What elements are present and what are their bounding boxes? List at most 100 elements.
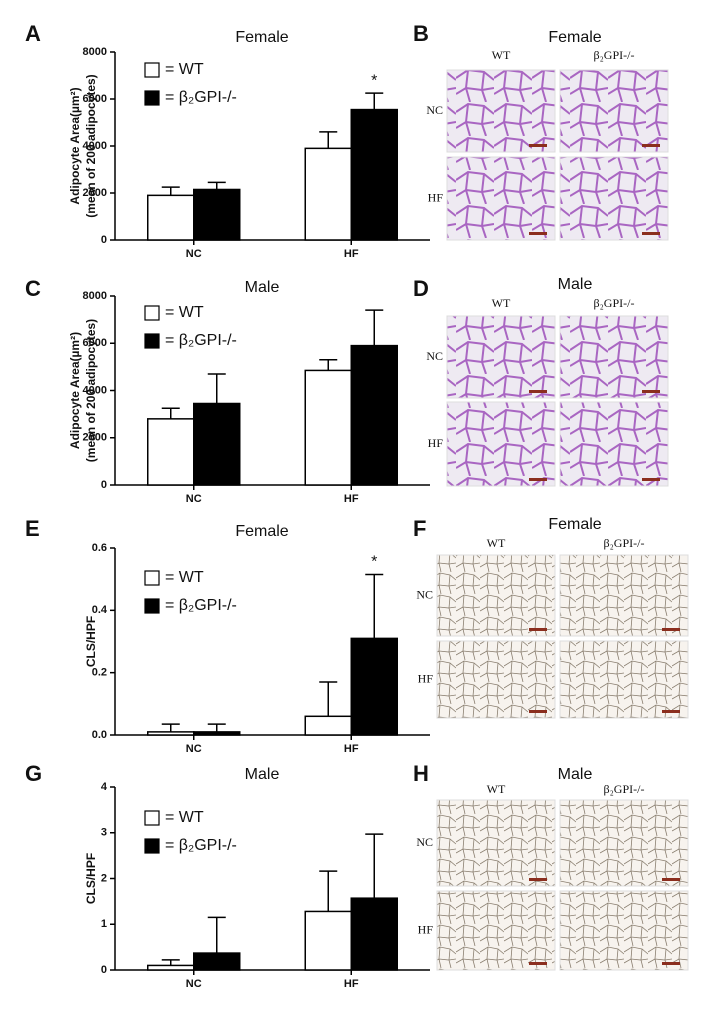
- panel-letter: G: [25, 761, 42, 786]
- y-tick-label: 0.2: [92, 667, 107, 679]
- legend-swatch: [144, 570, 160, 586]
- y-axis-label: CLS/HPF: [84, 853, 98, 904]
- panel-title: Male: [558, 276, 593, 293]
- row-label: NC: [416, 587, 433, 601]
- scale-bar: [662, 878, 680, 881]
- significance-marker: *: [371, 554, 377, 571]
- panel-letter: H: [413, 761, 429, 786]
- y-tick-label: 0: [101, 234, 107, 246]
- x-tick-label: HF: [344, 978, 359, 990]
- micrograph: [559, 799, 689, 887]
- bar: [350, 637, 398, 736]
- scale-bar: [529, 710, 547, 713]
- row-label: NC: [426, 349, 443, 363]
- y-tick-label: 6000: [83, 93, 107, 105]
- row-label: NC: [426, 103, 443, 117]
- y-tick-label: 2000: [83, 187, 107, 199]
- scale-bar: [642, 478, 660, 481]
- micrograph: [446, 315, 556, 399]
- column-label: WT: [492, 296, 511, 310]
- y-tick-label: 4000: [83, 140, 107, 152]
- panel-letter: A: [25, 21, 41, 46]
- micrograph: [436, 799, 556, 887]
- legend-label: = β₂GPI-/-: [165, 597, 237, 614]
- scale-bar: [642, 232, 660, 235]
- column-label: β₂GPI-/-: [604, 782, 645, 796]
- y-tick-label: 2: [101, 872, 107, 884]
- micrograph: [559, 69, 669, 153]
- chart-title: Male: [245, 766, 280, 783]
- bar: [193, 188, 241, 241]
- column-label: WT: [487, 536, 506, 550]
- bar: [304, 910, 352, 971]
- micrograph: [559, 156, 669, 241]
- micrograph: [559, 315, 669, 399]
- micrograph: [446, 401, 556, 487]
- chart-title: Male: [245, 279, 280, 296]
- legend-label: = WT: [165, 304, 204, 321]
- micrograph: [559, 640, 689, 719]
- column-label: WT: [487, 782, 506, 796]
- legend-label: = WT: [165, 61, 204, 78]
- micrograph: [436, 554, 556, 637]
- scale-bar: [529, 962, 547, 965]
- y-tick-label: 0.4: [92, 604, 108, 616]
- micrograph: [559, 401, 669, 487]
- scale-bar: [529, 478, 547, 481]
- y-axis-label: Adipocyte Area(µm²): [68, 332, 82, 449]
- legend-swatch: [144, 333, 160, 349]
- x-tick-label: HF: [344, 248, 359, 260]
- y-tick-label: 4: [101, 781, 108, 793]
- bar: [350, 897, 398, 971]
- panel-title: Male: [558, 766, 593, 783]
- legend-swatch: [144, 90, 160, 106]
- legend-label: = WT: [165, 569, 204, 586]
- chart-title: Female: [235, 523, 288, 540]
- scale-bar: [662, 628, 680, 631]
- column-label: β₂GPI-/-: [604, 536, 645, 550]
- scale-bar: [662, 962, 680, 965]
- y-tick-label: 1: [101, 918, 107, 930]
- y-tick-label: 4000: [83, 384, 107, 396]
- panel-title: Female: [548, 29, 601, 46]
- x-tick-label: NC: [186, 743, 202, 755]
- micrograph: [436, 640, 556, 719]
- column-label: WT: [492, 48, 511, 62]
- micrograph: [446, 156, 556, 241]
- panel-letter: C: [25, 276, 41, 301]
- y-tick-label: 2000: [83, 432, 107, 444]
- significance-marker: *: [371, 72, 377, 89]
- y-tick-label: 0.0: [92, 729, 107, 741]
- y-axis-label: (mean of 200 adipocytes): [84, 74, 98, 217]
- bar: [147, 418, 195, 486]
- y-axis-label: Adipocyte Area(µm²): [68, 87, 82, 204]
- y-tick-label: 6000: [83, 337, 107, 349]
- chart-title: Female: [235, 29, 288, 46]
- legend-swatch: [144, 62, 160, 78]
- bar: [193, 731, 241, 736]
- scale-bar: [529, 628, 547, 631]
- legend-swatch: [144, 810, 160, 826]
- legend-label: = β₂GPI-/-: [165, 332, 237, 349]
- legend-label: = β₂GPI-/-: [165, 837, 237, 854]
- row-label: HF: [418, 922, 434, 936]
- y-tick-label: 8000: [83, 290, 107, 302]
- x-tick-label: HF: [344, 493, 359, 505]
- micrograph: [559, 554, 689, 637]
- bar: [193, 402, 241, 486]
- scale-bar: [642, 390, 660, 393]
- y-tick-label: 0: [101, 479, 107, 491]
- scale-bar: [642, 144, 660, 147]
- panel-title: Female: [548, 516, 601, 533]
- legend-swatch: [144, 598, 160, 614]
- micrograph: [446, 69, 556, 153]
- micrograph: [436, 890, 556, 971]
- panel-letter: E: [25, 516, 40, 541]
- scale-bar: [662, 710, 680, 713]
- bar: [304, 715, 352, 736]
- row-label: HF: [428, 436, 444, 450]
- panel-letter: B: [413, 21, 429, 46]
- panel-letter: D: [413, 276, 429, 301]
- scale-bar: [529, 232, 547, 235]
- x-tick-label: NC: [186, 493, 202, 505]
